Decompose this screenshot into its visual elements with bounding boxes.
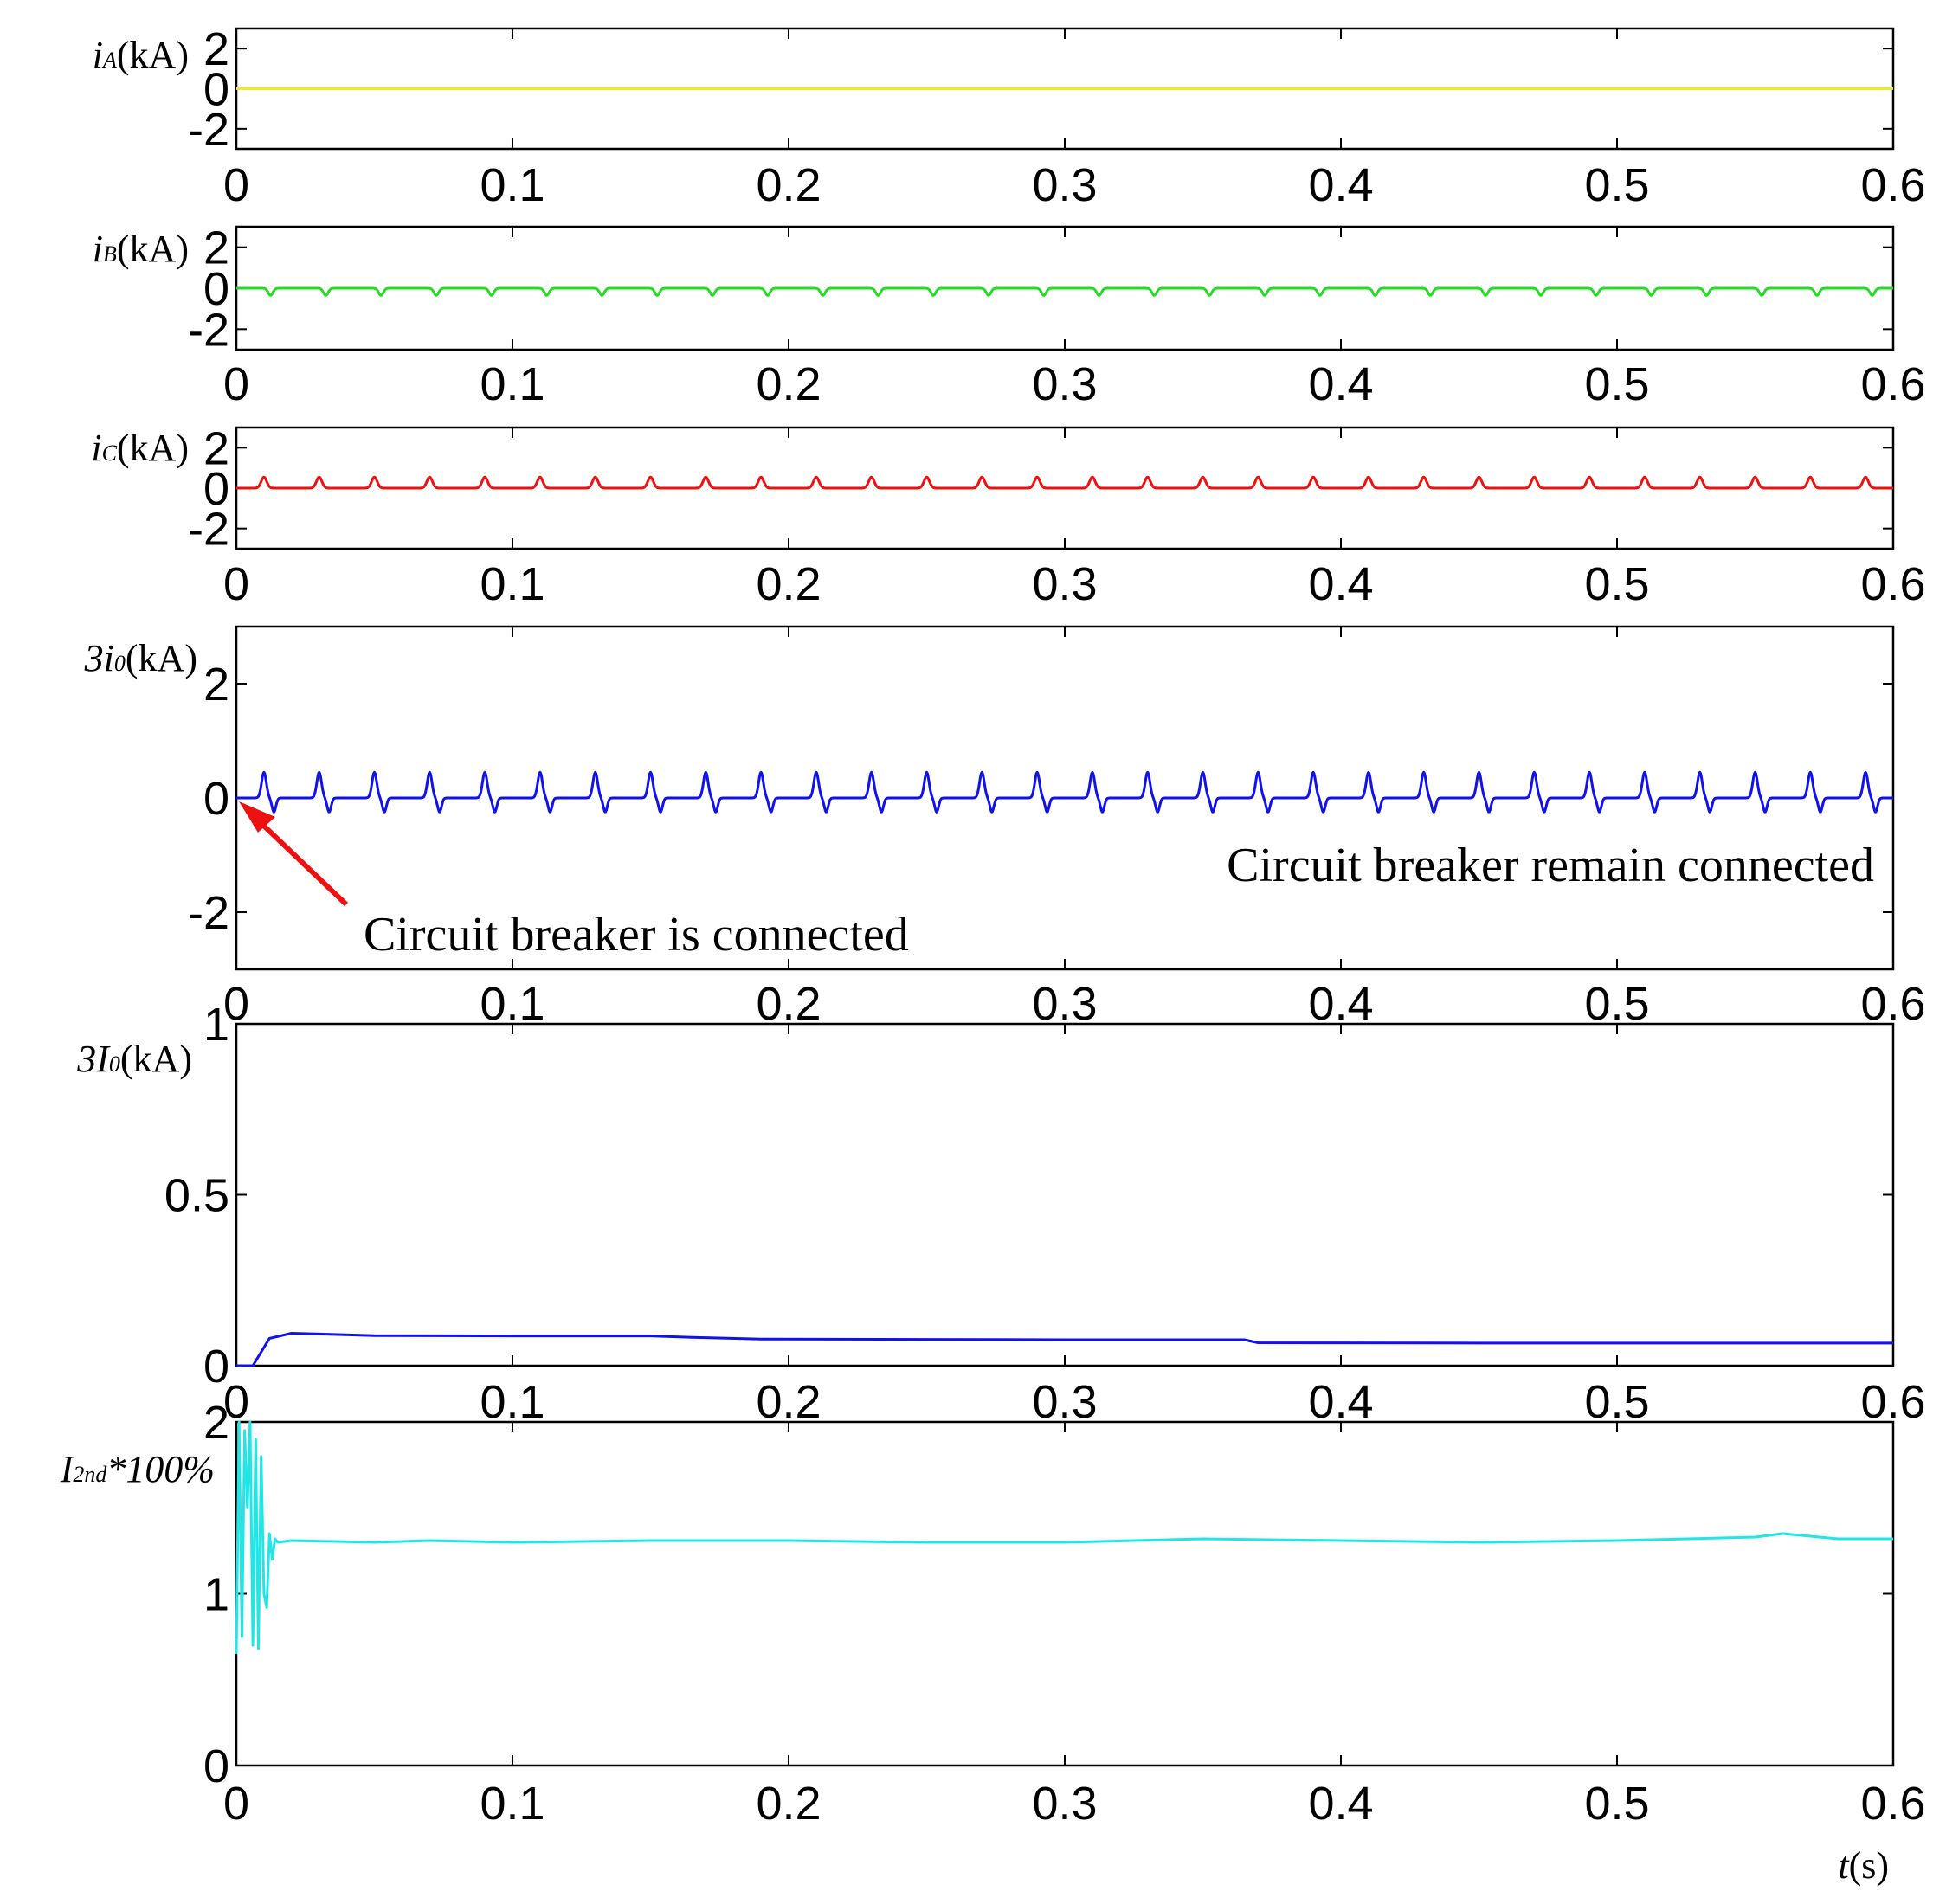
x-tick-label: 0.3 xyxy=(1032,1376,1097,1428)
y-tick-label: -2 xyxy=(188,887,229,939)
x-tick-label: 0.5 xyxy=(1584,1778,1649,1830)
y-tick-label: -2 xyxy=(188,304,229,356)
x-tick-label: 0.6 xyxy=(1860,358,1925,410)
x-tick-label: 0.3 xyxy=(1032,159,1097,211)
x-tick-label: 0.3 xyxy=(1032,978,1097,1030)
y-tick-label: 0 xyxy=(203,1740,229,1792)
annotation-layer: Circuit breaker is connected Circuit bre… xyxy=(239,801,1874,962)
chart-panels: 0 0.1 0.2 0.3 0.4 0.5 0.620-2iA(kA)0 0.1 0.2 0.3 0… xyxy=(60,23,1926,1887)
y-tick-label: 0 xyxy=(203,64,229,116)
x-tick-label: 0.3 xyxy=(1032,358,1097,410)
x-tick-label: 0.4 xyxy=(1308,1778,1373,1830)
y-tick-label: 1 xyxy=(203,1569,229,1621)
x-tick-label: 0.5 xyxy=(1584,1376,1649,1428)
x-tick-label: 0.6 xyxy=(1860,558,1925,610)
y-tick-label: 2 xyxy=(203,422,229,474)
panel-3I0: 0 0.1 0.2 0.3 0.4 0.5 0.6 1 0.5 0 3I0(kA) xyxy=(76,999,1925,1428)
x-tick-label: 0.1 xyxy=(480,978,544,1030)
x-tick-label: 0.3 xyxy=(1032,1778,1097,1830)
y-tick-label: 0 xyxy=(203,263,229,315)
x-tick-label: 0.3 xyxy=(1032,558,1097,610)
x-tick-label: 0 xyxy=(223,558,249,610)
series-line-3I0 xyxy=(236,1332,1893,1367)
x-tick-label: 0 xyxy=(223,159,249,211)
series-line-ib xyxy=(235,286,1894,297)
y-tick-label: 0.5 xyxy=(164,1170,229,1222)
x-tick-label: 0 xyxy=(223,358,249,410)
x-tick-label: 0.6 xyxy=(1860,1778,1925,1830)
plot-frame xyxy=(235,1420,1895,1767)
annotation-arrowhead xyxy=(239,801,275,833)
y-tick-label: 2 xyxy=(203,23,229,75)
x-tick-label: 0 xyxy=(223,978,249,1030)
y-tick-label: 2 xyxy=(203,222,229,274)
series-line-3i0 xyxy=(235,770,1894,814)
x-tick-label: 0.2 xyxy=(756,1376,821,1428)
x-axis-label: t(s) xyxy=(1838,1844,1889,1887)
y-axis-label: 3i0(kA) xyxy=(84,637,197,679)
x-tick-label: 0.5 xyxy=(1584,558,1649,610)
y-axis-label: iA(kA) xyxy=(93,34,189,76)
y-tick-label: 2 xyxy=(203,1397,229,1449)
y-tick-label: 0 xyxy=(203,463,229,515)
x-tick-label: 0.6 xyxy=(1860,1376,1925,1428)
panel-i2nd: 0 0.1 0.2 0.3 0.4 0.5 0.6 2 1 0 I2nd*100% t(s) xyxy=(60,1397,1926,1887)
plot-frame xyxy=(235,1022,1895,1367)
x-tick-label: 0.2 xyxy=(756,159,821,211)
x-tick-label: 0.1 xyxy=(480,558,544,610)
y-tick-label: 2 xyxy=(203,659,229,711)
y-tick-label: -2 xyxy=(188,104,229,156)
x-tick-label: 0.6 xyxy=(1860,978,1925,1030)
y-axis-label: iC(kA) xyxy=(91,427,189,469)
panel-ia: 0 0.1 0.2 0.3 0.4 0.5 0.620-2iA(kA) xyxy=(93,23,1926,211)
x-tick-label: 0.1 xyxy=(480,1376,544,1428)
y-tick-label: 0 xyxy=(203,773,229,825)
annotation-arrow xyxy=(250,813,349,907)
x-tick-label: 0.5 xyxy=(1584,159,1649,211)
x-tick-label: 0.1 xyxy=(480,1778,544,1830)
x-tick-label: 0.4 xyxy=(1308,558,1373,610)
x-tick-label: 0 xyxy=(223,1376,249,1428)
y-axis-label: iB(kA) xyxy=(93,228,189,270)
series-line-i2nd xyxy=(235,1420,1893,1655)
x-tick-label: 0.5 xyxy=(1584,358,1649,410)
x-tick-label: 0.2 xyxy=(756,558,821,610)
annotation-breaker-connected: Circuit breaker is connected xyxy=(364,908,909,962)
y-tick-label: 1 xyxy=(203,999,229,1051)
panel-3i0: 0 0.1 0.2 0.3 0.4 0.5 0.6 2 0 -2 3i0(kA) xyxy=(84,625,1926,1030)
series-line-ic xyxy=(235,475,1894,490)
x-tick-label: 0 xyxy=(223,1778,249,1830)
y-axis-label: 3I0(kA) xyxy=(76,1038,192,1080)
x-tick-label: 0.6 xyxy=(1860,159,1925,211)
x-tick-label: 0.4 xyxy=(1308,978,1373,1030)
x-tick-label: 0.4 xyxy=(1308,159,1373,211)
x-tick-label: 0.2 xyxy=(756,358,821,410)
annotation-breaker-remain-connected: Circuit breaker remain connected xyxy=(1227,839,1874,892)
y-tick-label: 0 xyxy=(203,1341,229,1393)
panel-ic: 0 0.1 0.2 0.3 0.4 0.5 0.620-2iC(kA) xyxy=(91,422,1925,610)
y-tick-label: -2 xyxy=(188,504,229,556)
y-axis-label: I2nd*100% xyxy=(60,1448,215,1490)
x-tick-label: 0.2 xyxy=(756,1778,821,1830)
x-tick-label: 0.1 xyxy=(480,159,544,211)
x-tick-label: 0.4 xyxy=(1308,1376,1373,1428)
x-tick-label: 0.1 xyxy=(480,358,544,410)
x-tick-label: 0.2 xyxy=(756,978,821,1030)
x-tick-label: 0.4 xyxy=(1308,358,1373,410)
panel-ib: 0 0.1 0.2 0.3 0.4 0.5 0.620-2iB(kA) xyxy=(93,222,1926,410)
x-tick-label: 0.5 xyxy=(1584,978,1649,1030)
